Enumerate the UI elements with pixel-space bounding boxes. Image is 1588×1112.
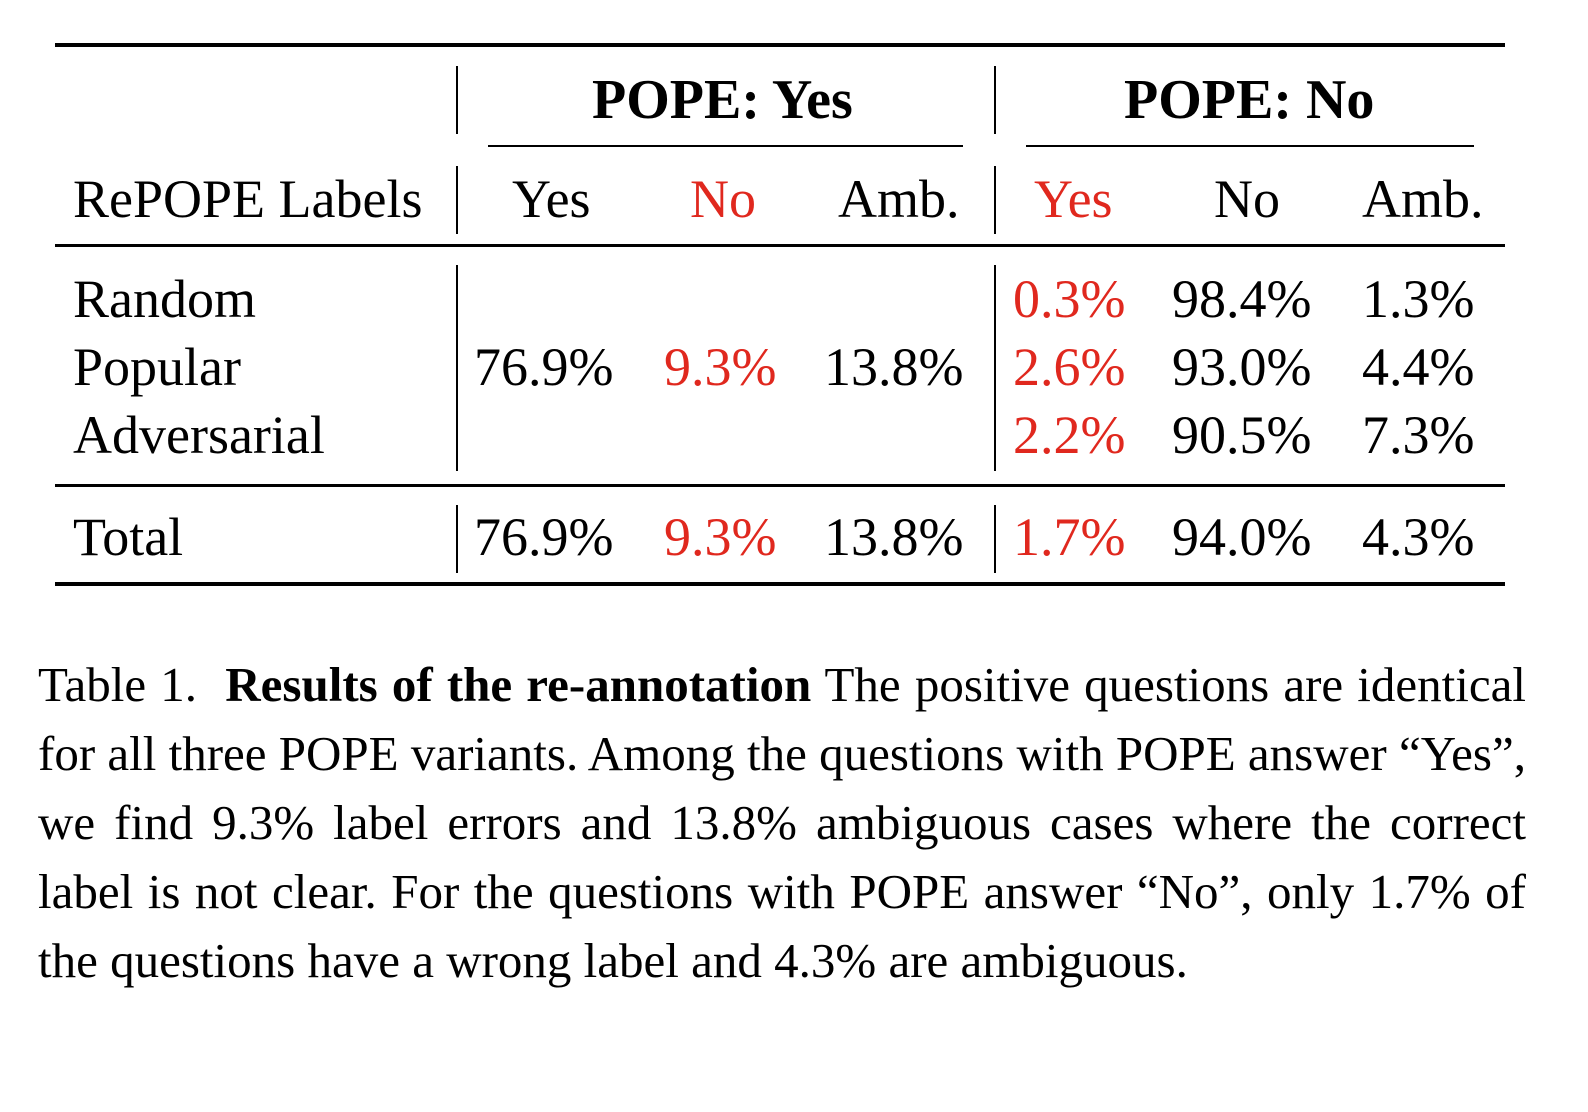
col-header-yes-yes: Yes: [512, 169, 591, 229]
cell-no-no: 93.0%: [1172, 337, 1312, 397]
cell-yes-no: 9.3%: [664, 337, 777, 397]
cell-no-yes: 1.7%: [1013, 507, 1126, 567]
vertical-rule: [994, 265, 996, 471]
header-rule: [55, 244, 1505, 247]
vertical-rule: [456, 265, 458, 471]
total-rule: [55, 484, 1505, 487]
cell-no-amb: 4.4%: [1362, 337, 1475, 397]
cell-yes-yes: 76.9%: [474, 507, 614, 567]
row-label: Random: [73, 269, 256, 329]
caption-text: The positive questions are identical for…: [38, 657, 1527, 988]
group-header-pope-no: POPE: No: [1124, 69, 1375, 131]
row-label-header: RePOPE Labels: [73, 169, 423, 229]
cell-no-no: 98.4%: [1172, 269, 1312, 329]
bottom-rule: [55, 582, 1505, 586]
cell-no-amb: 4.3%: [1362, 507, 1475, 567]
vertical-rule: [994, 505, 996, 573]
vertical-rule: [456, 166, 458, 234]
cell-no-no: 90.5%: [1172, 405, 1312, 465]
cell-no-no: 94.0%: [1172, 507, 1312, 567]
cell-no-yes: 2.2%: [1013, 405, 1126, 465]
pope-yes-cmidrule: [488, 145, 963, 147]
cell-yes-amb: 13.8%: [824, 507, 964, 567]
row-label: Adversarial: [73, 405, 325, 465]
cell-yes-no: 9.3%: [664, 507, 777, 567]
col-header-no-yes: Yes: [1034, 169, 1113, 229]
vertical-rule: [994, 166, 996, 234]
cell-no-yes: 0.3%: [1013, 269, 1126, 329]
vertical-rule: [456, 505, 458, 573]
group-header-pope-yes: POPE: Yes: [592, 69, 853, 131]
cell-no-amb: 1.3%: [1362, 269, 1475, 329]
cell-no-yes: 2.6%: [1013, 337, 1126, 397]
row-label: Total: [73, 507, 184, 567]
col-header-no-amb: Amb.: [1362, 169, 1484, 229]
top-rule: [55, 43, 1505, 47]
vertical-rule: [994, 66, 996, 134]
cell-no-amb: 7.3%: [1362, 405, 1475, 465]
vertical-rule: [456, 66, 458, 134]
caption-title: Results of the re-annotation: [225, 657, 812, 712]
col-header-yes-no: No: [690, 169, 756, 229]
col-header-yes-amb: Amb.: [838, 169, 960, 229]
cell-yes-yes: 76.9%: [474, 337, 614, 397]
col-header-no-no: No: [1214, 169, 1280, 229]
pope-no-cmidrule: [1026, 145, 1474, 147]
caption-label: Table 1.: [38, 657, 198, 712]
cell-yes-amb: 13.8%: [824, 337, 964, 397]
row-label: Popular: [73, 337, 241, 397]
table-caption: Table 1. Results of the re-annotation Th…: [38, 650, 1526, 995]
